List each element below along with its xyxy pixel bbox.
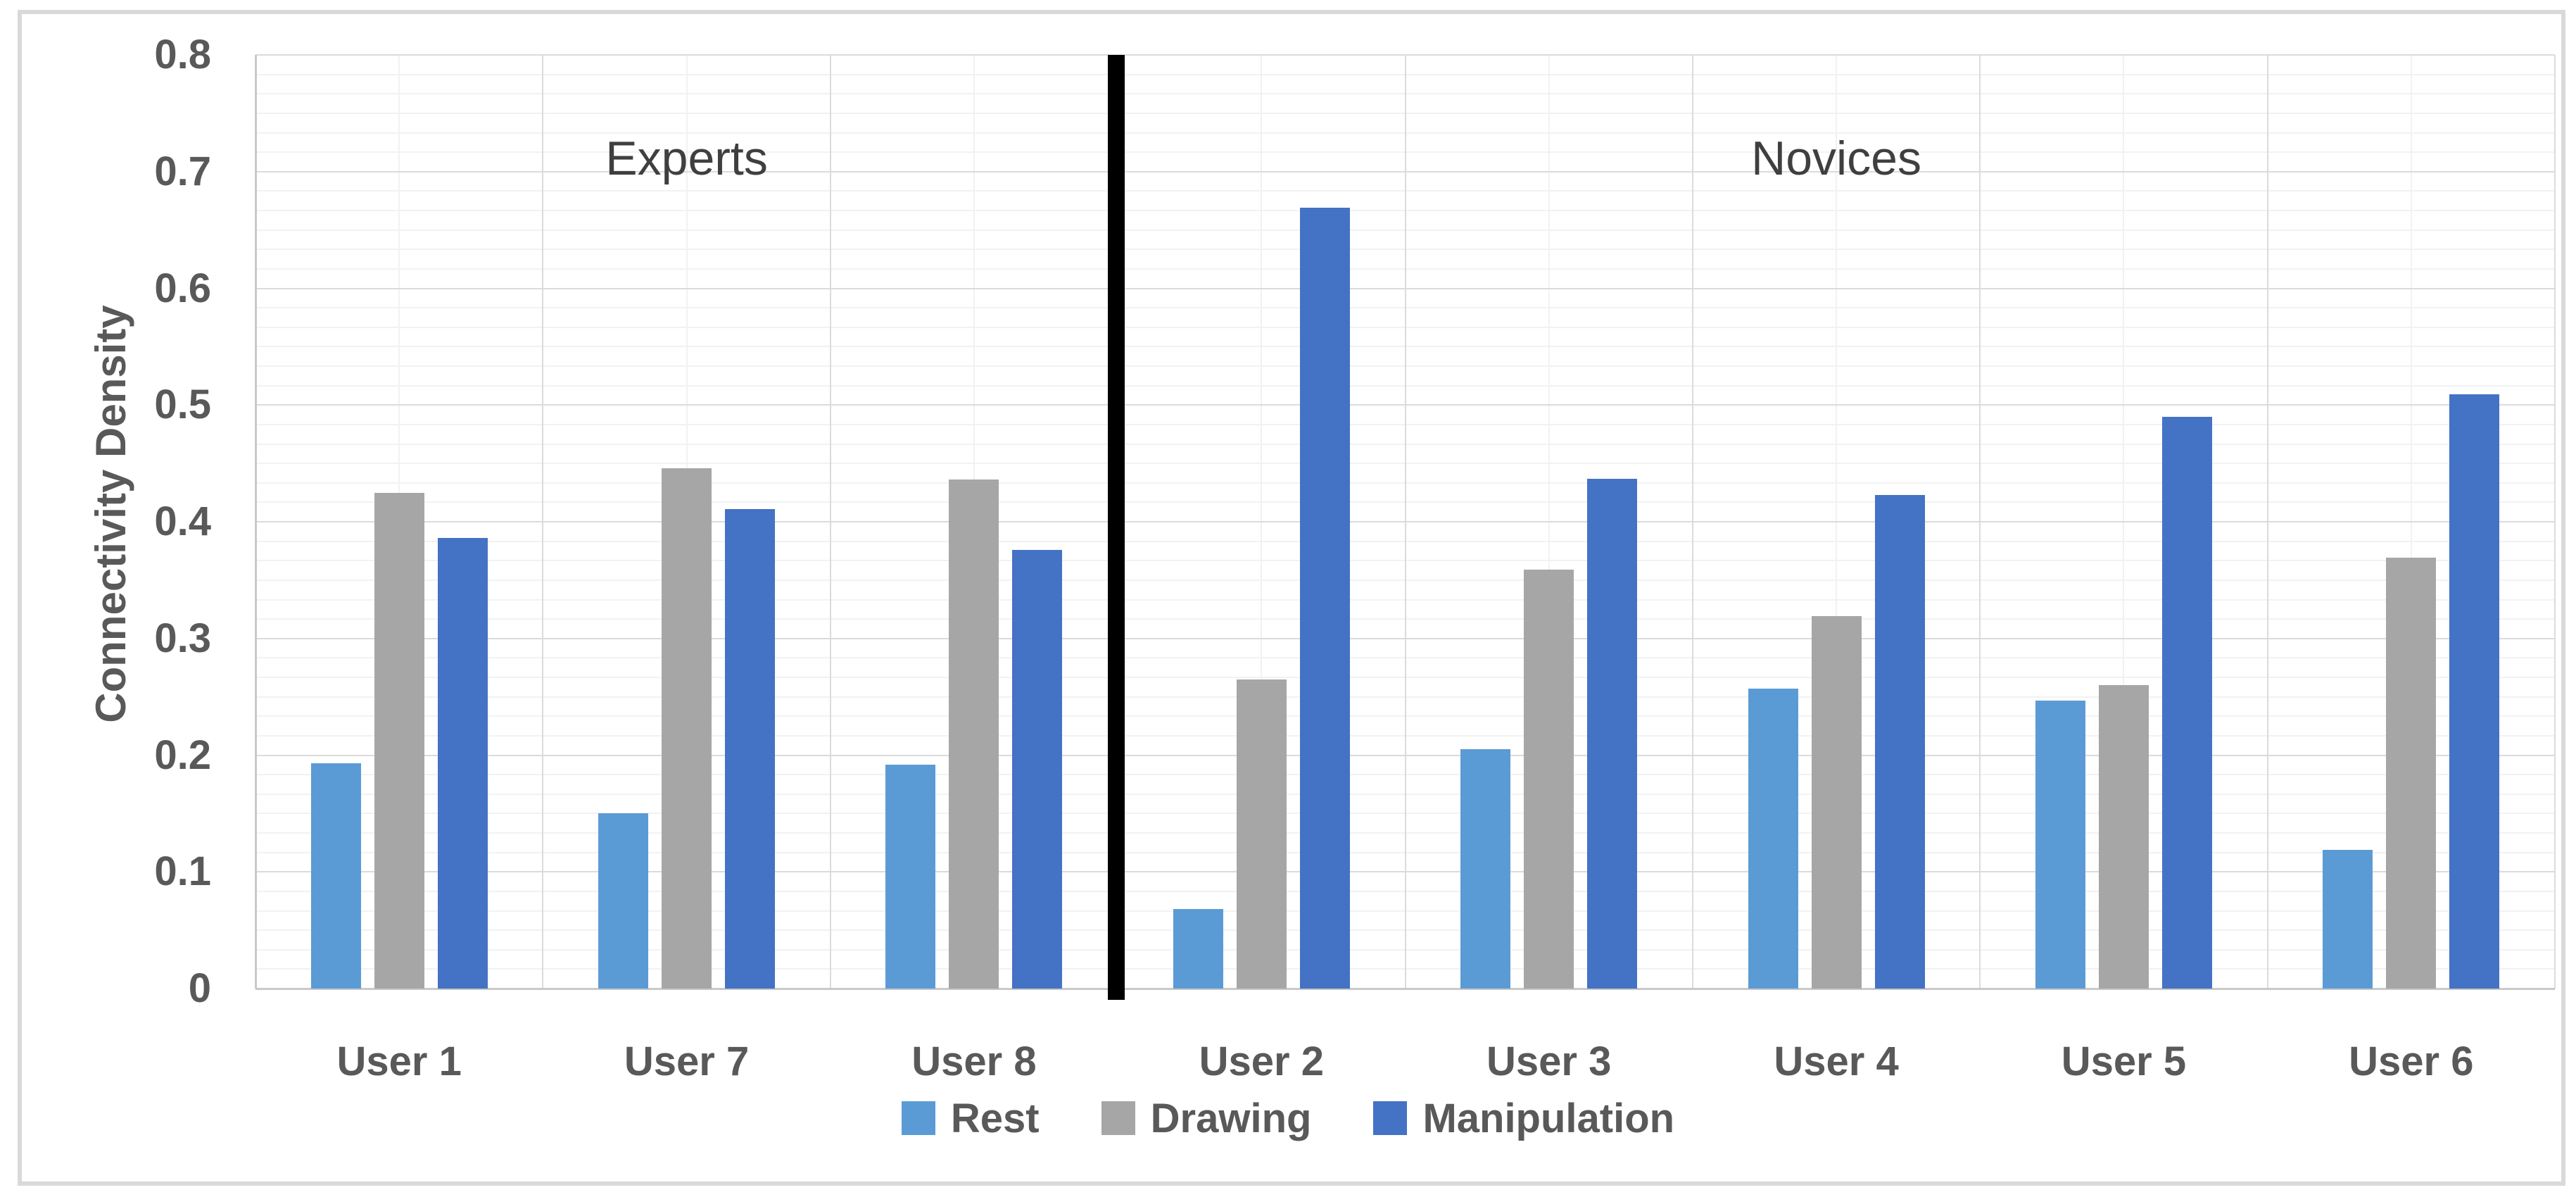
legend-swatch-manipulation — [1373, 1101, 1408, 1135]
bar-manipulation-user-4 — [1874, 494, 1925, 989]
bar-drawing-user-4 — [1811, 616, 1862, 989]
group-label-experts: Experts — [605, 132, 768, 185]
legend: Rest Drawing Manipulation — [0, 1090, 2576, 1146]
bar-drawing-user-5 — [2098, 685, 2149, 989]
bar-manipulation-user-5 — [2161, 416, 2212, 989]
bar-rest-user-8 — [885, 764, 936, 989]
x-category-label: User 8 — [911, 1039, 1037, 1084]
bar-rest-user-1 — [310, 763, 361, 989]
bar-rest-user-3 — [1460, 749, 1511, 989]
legend-item-rest: Rest — [901, 1095, 1040, 1142]
bar-manipulation-user-1 — [437, 538, 488, 989]
major-gridline — [1979, 55, 1981, 989]
y-tick-label: 0.6 — [154, 265, 211, 311]
bar-manipulation-user-3 — [1587, 478, 1638, 989]
x-category-label: User 6 — [2349, 1039, 2474, 1084]
y-tick-label: 0.5 — [154, 382, 211, 428]
bar-drawing-user-1 — [374, 492, 424, 989]
bar-manipulation-user-8 — [1012, 549, 1063, 989]
bar-drawing-user-7 — [662, 468, 712, 989]
x-category-label: User 5 — [2061, 1039, 2187, 1084]
bar-drawing-user-3 — [1524, 570, 1574, 989]
y-tick-label: 0.4 — [154, 499, 211, 544]
bar-drawing-user-6 — [2386, 558, 2437, 989]
bar-manipulation-user-2 — [1299, 208, 1350, 989]
legend-item-manipulation: Manipulation — [1373, 1095, 1674, 1142]
x-category-label: User 1 — [336, 1039, 462, 1084]
legend-label-drawing: Drawing — [1150, 1095, 1312, 1141]
experts-novices-divider — [1108, 55, 1125, 1000]
bar-rest-user-7 — [598, 813, 649, 989]
y-tick-label: 0.7 — [154, 148, 211, 194]
group-label-novices: Novices — [1751, 132, 1921, 185]
legend-label-rest: Rest — [950, 1095, 1040, 1141]
x-category-label: User 2 — [1199, 1039, 1324, 1084]
bar-drawing-user-2 — [1236, 679, 1287, 989]
major-gridline — [542, 55, 544, 989]
bar-rest-user-4 — [1748, 689, 1798, 989]
x-category-label: User 4 — [1774, 1039, 1899, 1084]
legend-label-manipulation: Manipulation — [1422, 1095, 1675, 1141]
y-tick-label: 0.8 — [154, 32, 211, 77]
major-gridline — [2554, 55, 2556, 989]
bar-manipulation-user-7 — [725, 508, 775, 989]
y-tick-label: 0.3 — [154, 615, 211, 661]
bar-manipulation-user-6 — [2449, 394, 2500, 989]
y-axis-line — [255, 55, 257, 989]
x-category-label: User 3 — [1486, 1039, 1612, 1084]
bar-drawing-user-8 — [949, 480, 999, 989]
major-gridline — [2266, 55, 2268, 989]
major-gridline — [1404, 55, 1406, 989]
x-category-label: User 7 — [624, 1039, 750, 1084]
legend-item-drawing: Drawing — [1101, 1095, 1312, 1142]
y-tick-label: 0.2 — [154, 732, 211, 778]
bar-rest-user-5 — [2035, 700, 2085, 989]
bar-rest-user-6 — [2323, 849, 2373, 989]
x-axis-line — [255, 988, 2555, 990]
y-tick-label: 0 — [188, 965, 211, 1011]
legend-swatch-drawing — [1101, 1101, 1135, 1135]
legend-swatch-rest — [901, 1101, 935, 1135]
major-gridline — [829, 55, 831, 989]
y-tick-label: 0.1 — [154, 848, 211, 895]
major-gridline — [1691, 55, 1693, 989]
figure-border — [18, 10, 2565, 1186]
bar-rest-user-2 — [1173, 909, 1223, 989]
